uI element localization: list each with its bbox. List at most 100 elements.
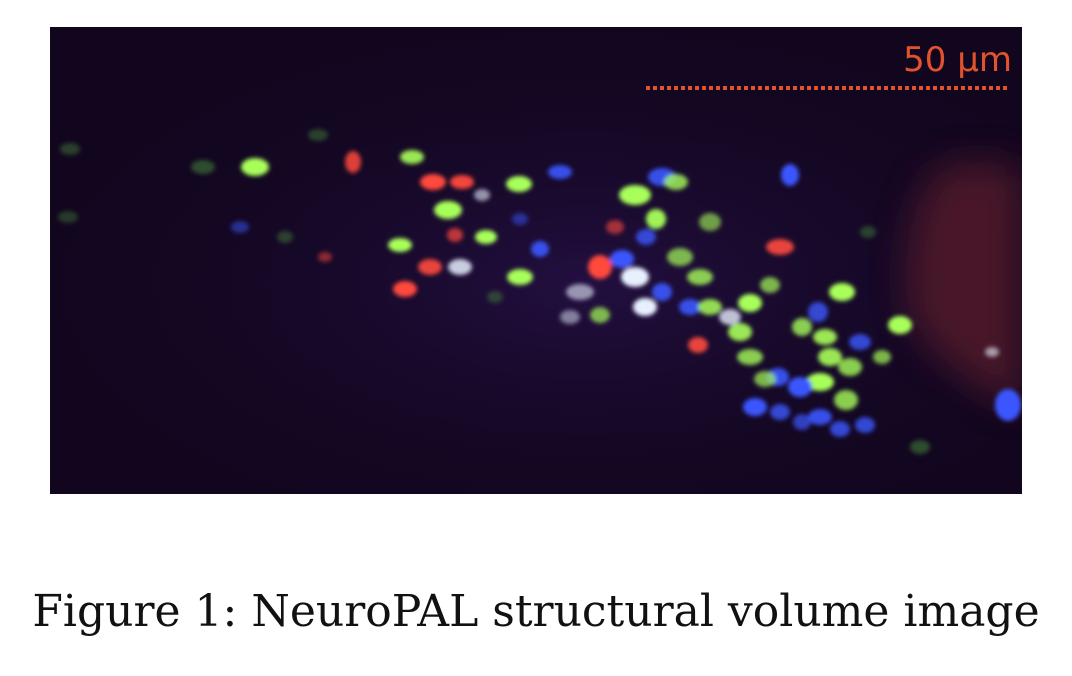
scale-bar <box>646 86 1007 90</box>
neuron-nucleus <box>985 347 999 357</box>
neuron-nucleus <box>619 185 651 205</box>
neuron-nucleus <box>737 349 763 365</box>
scale-bar-dot <box>842 86 846 90</box>
scale-bar-dot <box>870 86 874 90</box>
neuron-nucleus <box>646 209 666 229</box>
neuron-nucleus <box>241 158 269 176</box>
scale-bar-dot <box>884 86 888 90</box>
figure-caption: Figure 1: NeuroPAL structural volume ima… <box>32 586 1040 637</box>
neuron-nucleus <box>633 298 657 316</box>
neuron-nucleus <box>588 255 612 279</box>
neuron-nucleus <box>506 176 532 192</box>
neuron-nucleus <box>434 201 462 219</box>
scale-bar-dot <box>688 86 692 90</box>
scale-bar-dot <box>863 86 867 90</box>
tissue-red-region <box>906 161 1022 407</box>
scale-bar-dot <box>912 86 916 90</box>
scale-bar-dot <box>751 86 755 90</box>
microscopy-image <box>50 27 1022 494</box>
neuron-nucleus <box>808 302 828 322</box>
neuron-nucleus <box>345 151 361 173</box>
scale-bar-dot <box>814 86 818 90</box>
scale-bar-label: 50 µm <box>903 40 1012 80</box>
neuron-nucleus <box>813 329 837 345</box>
neuron-nucleus <box>860 226 876 238</box>
neuron-nucleus <box>838 358 862 376</box>
scale-bar-dot <box>933 86 937 90</box>
neuron-nucleus <box>487 291 503 303</box>
scale-bar-dot <box>807 86 811 90</box>
neuron-nucleus <box>590 307 610 323</box>
neuron-nucleus <box>475 230 497 244</box>
scale-bar-dot <box>954 86 958 90</box>
scale-bar-dot <box>835 86 839 90</box>
scale-bar-dot <box>926 86 930 90</box>
neuron-nucleus <box>679 299 701 315</box>
neuron-nucleus <box>888 316 912 334</box>
neuron-nucleus <box>829 283 855 301</box>
neuron-nucleus <box>818 348 842 366</box>
neuron-nucleus <box>191 160 215 174</box>
scale-bar-dot <box>961 86 965 90</box>
scale-bar-dot <box>695 86 699 90</box>
scale-bar-dot <box>744 86 748 90</box>
neuron-nucleus <box>420 174 446 190</box>
neuron-nucleus <box>566 284 594 300</box>
neuron-nucleus <box>698 299 722 315</box>
scale-bar-dot <box>772 86 776 90</box>
scale-bar-dot <box>1003 86 1007 90</box>
scale-bar-dot <box>905 86 909 90</box>
neuron-nucleus <box>873 350 891 364</box>
figure-image: 50 µm <box>50 27 1022 494</box>
neuron-nucleus <box>834 390 858 410</box>
neuron-nucleus <box>548 165 572 179</box>
neuron-nucleus <box>830 421 850 437</box>
neuron-nucleus <box>849 334 871 350</box>
neuron-nucleus <box>60 143 80 155</box>
scale-bar-dot <box>667 86 671 90</box>
scale-bar-dot <box>723 86 727 90</box>
neuron-nucleus <box>531 241 549 257</box>
neuron-nucleus <box>636 229 656 245</box>
scale-bar-dot <box>821 86 825 90</box>
scale-bar-dot <box>828 86 832 90</box>
neuron-nucleus <box>688 337 708 353</box>
neuron-nucleus <box>448 259 472 275</box>
scale-bar-dot <box>793 86 797 90</box>
scale-bar-dot <box>975 86 979 90</box>
scale-bar-dot <box>779 86 783 90</box>
scale-bar-dot <box>765 86 769 90</box>
neuron-nucleus <box>781 164 799 186</box>
neuron-nucleus <box>995 389 1021 421</box>
neuron-nucleus <box>770 404 790 420</box>
neuron-nucleus <box>58 211 78 223</box>
scale-bar-dot <box>982 86 986 90</box>
neuron-nucleus <box>667 248 693 266</box>
scale-bar-dot <box>800 86 804 90</box>
neuron-nucleus <box>754 371 776 387</box>
scale-bar-dot <box>996 86 1000 90</box>
scale-bar-dot <box>947 86 951 90</box>
neuron-nucleus <box>277 231 293 243</box>
nuclei-group <box>58 129 1021 454</box>
neuron-nucleus <box>760 277 780 293</box>
scale-bar-dot <box>891 86 895 90</box>
neuron-nucleus <box>806 373 834 391</box>
scale-bar-dot <box>653 86 657 90</box>
scale-bar-dot <box>919 86 923 90</box>
neuron-nucleus <box>910 440 930 454</box>
neuron-nucleus <box>512 213 528 225</box>
scale-bar-dot <box>646 86 650 90</box>
neuron-nucleus <box>728 323 752 341</box>
neuron-nucleus <box>231 221 249 233</box>
scale-bar-dot <box>940 86 944 90</box>
neuron-nucleus <box>447 228 463 242</box>
scale-bar-dot <box>709 86 713 90</box>
neuron-nucleus <box>388 238 412 252</box>
neuron-nucleus <box>418 259 442 275</box>
scale-bar-dot <box>786 86 790 90</box>
neuron-nucleus <box>652 283 672 301</box>
scale-bar-dot <box>989 86 993 90</box>
scale-bar-dot <box>968 86 972 90</box>
neuron-nucleus <box>393 281 417 297</box>
